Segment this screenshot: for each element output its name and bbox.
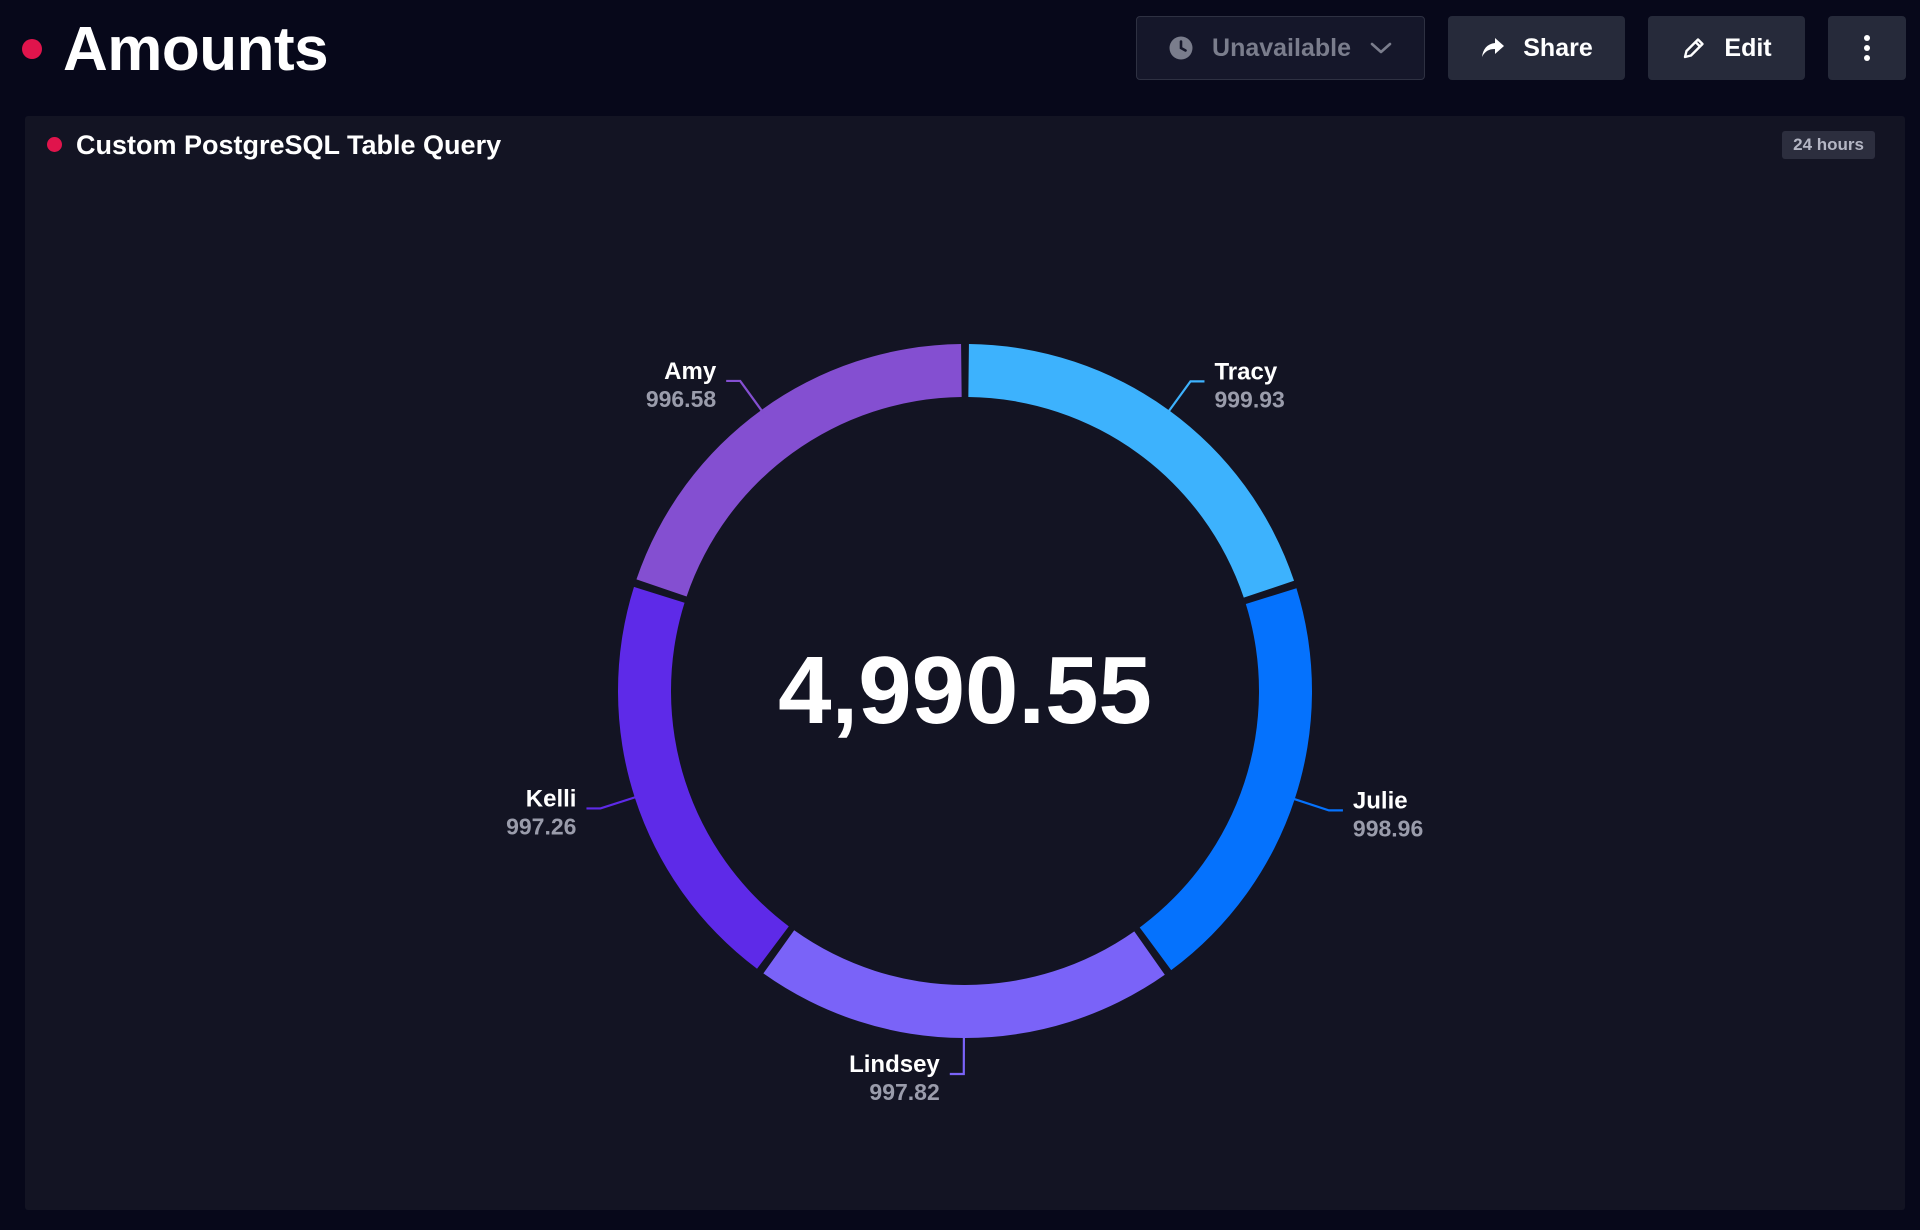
more-vertical-icon bbox=[1862, 34, 1872, 62]
slice-label-julie: Julie bbox=[1353, 787, 1408, 814]
page-title: Amounts bbox=[63, 15, 329, 84]
time-range-label: Unavailable bbox=[1212, 33, 1351, 62]
clock-icon bbox=[1168, 35, 1194, 61]
leader-line-kelli bbox=[586, 795, 639, 810]
share-icon bbox=[1480, 36, 1506, 60]
time-range-dropdown[interactable]: Unavailable bbox=[1136, 16, 1425, 80]
slice-lindsey[interactable] bbox=[763, 930, 1165, 1038]
panel-title: Custom PostgreSQL Table Query bbox=[76, 130, 502, 160]
top-bar: Amounts Unavailable Share bbox=[0, 0, 1920, 110]
slice-label-tracy: Tracy bbox=[1214, 358, 1277, 385]
share-label: Share bbox=[1523, 33, 1593, 62]
leader-line-lindsey bbox=[949, 1033, 966, 1076]
total-value: 4,990.55 bbox=[778, 637, 1152, 744]
slice-label-kelli: Kelli bbox=[526, 785, 577, 812]
pencil-icon bbox=[1681, 35, 1707, 61]
share-button[interactable]: Share bbox=[1448, 16, 1625, 80]
slice-value-kelli: 997.26 bbox=[506, 813, 576, 839]
slice-value-amy: 996.58 bbox=[646, 386, 717, 412]
chart-panel: Custom PostgreSQL Table Query 24 hours T… bbox=[25, 116, 1905, 1210]
panel-status-dot bbox=[47, 137, 62, 152]
slice-tracy[interactable] bbox=[968, 344, 1295, 598]
leader-line-tracy bbox=[1166, 380, 1205, 415]
slice-julie[interactable] bbox=[1139, 588, 1312, 971]
more-options-button[interactable] bbox=[1828, 16, 1906, 80]
time-range-badge: 24 hours bbox=[1782, 131, 1875, 159]
slice-amy[interactable] bbox=[636, 344, 962, 597]
slice-value-julie: 998.96 bbox=[1353, 815, 1423, 841]
slice-value-lindsey: 997.82 bbox=[869, 1079, 939, 1105]
status-dot bbox=[22, 39, 42, 59]
leader-line-julie bbox=[1290, 796, 1343, 812]
edit-button[interactable]: Edit bbox=[1648, 16, 1805, 80]
slice-label-amy: Amy bbox=[664, 358, 717, 385]
chevron-down-icon bbox=[1369, 40, 1393, 56]
slice-label-lindsey: Lindsey bbox=[849, 1051, 940, 1078]
edit-label: Edit bbox=[1724, 33, 1772, 62]
slice-value-tracy: 999.93 bbox=[1214, 386, 1284, 412]
leader-line-amy bbox=[726, 379, 765, 414]
slice-kelli[interactable] bbox=[618, 586, 789, 969]
